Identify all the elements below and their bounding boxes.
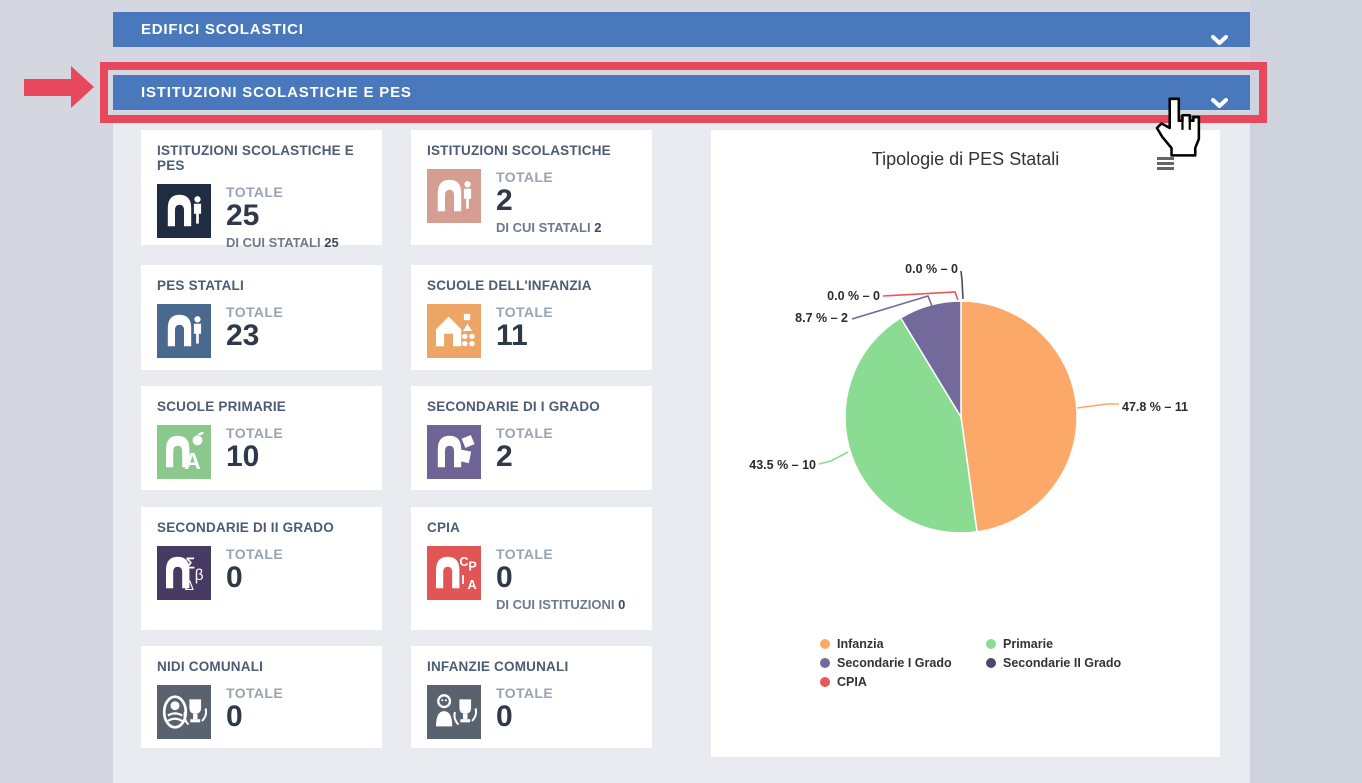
pie-chart-panel: Tipologie di PES Statali 47.8 % – 11 43.… [711, 130, 1220, 757]
total-label: TOTALE [226, 304, 284, 320]
slice-label-cpia: 0.0 % – 0 [827, 289, 880, 303]
pie-slice-secondarie-i-grado [899, 300, 962, 420]
card-subtotal: DI CUI STATALI 25 [226, 235, 339, 251]
slice-label-secondarie-i: 8.7 % – 2 [795, 311, 848, 325]
secondary-1-school-icon [427, 425, 481, 479]
legend-item-infanzia[interactable]: Infanzia [820, 637, 884, 651]
chevron-down-icon[interactable] [1211, 87, 1228, 122]
card-subtotal: DI CUI ISTITUZIONI 0 [496, 597, 626, 613]
school-arch-student-icon [427, 169, 481, 223]
slice-label-primarie: 43.5 % – 10 [749, 458, 816, 472]
total-label: TOTALE [496, 685, 554, 701]
pie-slice-infanzia [960, 300, 1078, 533]
accordion-label: ISTITUZIONI SCOLASTICHE E PES [141, 84, 412, 101]
accordion-istituzioni-scolastiche-pes[interactable]: ISTITUZIONI SCOLASTICHE E PES [113, 75, 1250, 110]
total-value: 2 [496, 440, 513, 473]
card-nidi-comunali: NIDI COMUNALI TOTALE 0 [141, 646, 382, 748]
card-infanzie-comunali: INFANZIE COMUNALI TOTALE 0 [411, 646, 652, 748]
leader-line [818, 451, 849, 465]
card-title: INFANZIE COMUNALI [427, 659, 569, 674]
card-title: SECONDARIE DI I GRADO [427, 399, 600, 414]
svg-text:P: P [468, 559, 476, 573]
card-title: SECONDARIE DI II GRADO [157, 520, 334, 535]
total-value: 2 [496, 184, 513, 217]
legend-item-secondarie-i[interactable]: Secondarie I Grado [820, 656, 952, 670]
total-value: 0 [496, 700, 513, 733]
card-scuole-primarie: SCUOLE PRIMARIE A TOTALE 10 [141, 386, 382, 490]
legend-dot [986, 658, 996, 668]
svg-text:A: A [184, 448, 201, 474]
leader-line [851, 295, 933, 320]
kindergarten-house-icon [427, 304, 481, 358]
annotation-arrow-icon [71, 66, 94, 108]
total-value: 0 [226, 561, 243, 594]
card-title: SCUOLE PRIMARIE [157, 399, 287, 414]
slice-label-secondarie-ii: 0.0 % – 0 [905, 262, 958, 276]
card-istituzioni-scolastiche-e-pes: ISTITUZIONI SCOLASTICHE E PES TOTALE 25 … [141, 130, 382, 250]
svg-text:Σ: Σ [186, 556, 195, 573]
nursery-baby-icon [157, 685, 211, 739]
slice-label-infanzia: 47.8 % – 11 [1122, 400, 1189, 414]
school-arch-student-icon [157, 184, 211, 238]
total-label: TOTALE [496, 304, 554, 320]
total-label: TOTALE [496, 546, 554, 562]
svg-text:β: β [195, 567, 204, 584]
total-value: 0 [496, 561, 513, 594]
municipal-kindergarten-icon [427, 685, 481, 739]
card-secondarie-i-grado: SECONDARIE DI I GRADO TOTALE 2 [411, 386, 652, 490]
school-arch-student-icon [157, 304, 211, 358]
legend-item-primarie[interactable]: Primarie [986, 637, 1053, 651]
card-title: ISTITUZIONI SCOLASTICHE E PES [157, 143, 355, 173]
chart-title: Tipologie di PES Statali [871, 149, 1060, 169]
primary-school-icon: A [157, 425, 211, 479]
total-value: 0 [226, 700, 243, 733]
legend-dot [986, 639, 996, 649]
accordion-edifici-scolastici[interactable]: EDIFICI SCOLASTICI [113, 12, 1250, 47]
card-scuole-dellinfanzia: SCUOLE DELL'INFANZIA TOTALE 11 [411, 265, 652, 370]
card-title: CPIA [427, 520, 461, 535]
annotation-arrow-icon [24, 79, 71, 96]
leader-line [1076, 403, 1119, 409]
leader-line [960, 270, 964, 300]
svg-text:A: A [468, 578, 477, 592]
legend-item-secondarie-ii[interactable]: Secondarie II Grado [986, 656, 1121, 670]
card-title: NIDI COMUNALI [157, 659, 264, 674]
total-label: TOTALE [496, 425, 554, 441]
total-value: 25 [226, 199, 260, 232]
legend-dot [820, 677, 830, 687]
chevron-down-icon[interactable] [1211, 24, 1228, 59]
legend-dot [820, 658, 830, 668]
legend-dot [820, 639, 830, 649]
total-value: 23 [226, 319, 260, 352]
total-label: TOTALE [226, 685, 284, 701]
total-label: TOTALE [226, 425, 284, 441]
accordion-label: EDIFICI SCOLASTICI [141, 21, 304, 38]
svg-text:I: I [461, 573, 465, 587]
legend-item-cpia[interactable]: CPIA [820, 675, 867, 689]
total-value: 11 [496, 319, 528, 352]
pie-chart[interactable] [711, 130, 1220, 757]
card-subtotal: DI CUI STATALI 2 [496, 220, 602, 236]
svg-text:C: C [459, 555, 468, 569]
card-pes-statali: PES STATALI TOTALE 23 [141, 265, 382, 370]
card-title: ISTITUZIONI SCOLASTICHE [427, 143, 611, 158]
card-title: SCUOLE DELL'INFANZIA [427, 278, 592, 293]
leader-line [882, 291, 959, 301]
card-istituzioni-scolastiche: ISTITUZIONI SCOLASTICHE TOTALE 2 DI CUI … [411, 130, 652, 245]
pie-slice-primarie [844, 316, 978, 534]
total-label: TOTALE [496, 169, 554, 185]
total-label: TOTALE [226, 184, 284, 200]
card-title: PES STATALI [157, 278, 244, 293]
page-right-gutter [1250, 0, 1362, 783]
svg-text:Δ: Δ [185, 578, 194, 593]
total-value: 10 [226, 440, 260, 473]
total-label: TOTALE [226, 546, 284, 562]
hamburger-menu-icon[interactable] [1157, 157, 1174, 170]
